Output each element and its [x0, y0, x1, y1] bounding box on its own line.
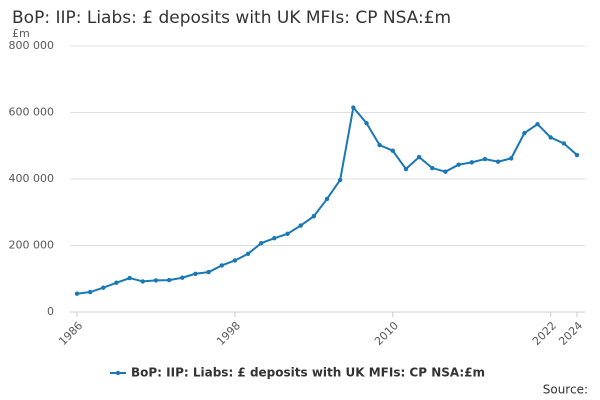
point — [548, 135, 553, 140]
point — [259, 240, 264, 246]
point — [219, 263, 224, 268]
point — [232, 258, 238, 263]
y-tick-label: 800 000 — [9, 39, 55, 52]
point — [561, 141, 567, 146]
point — [114, 280, 119, 285]
point — [403, 166, 409, 172]
point — [140, 279, 145, 284]
point — [193, 271, 198, 276]
x-tick-label: 2010 — [372, 319, 401, 348]
point — [522, 130, 527, 136]
source: Source: — [543, 383, 588, 397]
point — [74, 291, 80, 296]
point — [272, 235, 277, 241]
point — [87, 289, 93, 295]
legend-label: BoP: IIP: Liabs: £ deposits with UK MFIs… — [131, 366, 485, 380]
y-tick-label: 400 000 — [9, 172, 55, 185]
point — [574, 152, 580, 158]
x-tick-label: 2024 — [556, 319, 585, 348]
point — [495, 159, 501, 164]
point — [482, 156, 488, 162]
x-tick-label: 2022 — [530, 319, 559, 348]
point — [180, 275, 185, 280]
point — [377, 142, 382, 148]
point — [311, 214, 317, 219]
point — [456, 162, 461, 167]
point — [469, 160, 474, 165]
point — [101, 285, 106, 290]
y-tick-label: 600 000 — [9, 106, 55, 119]
point — [535, 121, 540, 127]
point — [285, 231, 290, 237]
point — [337, 177, 343, 183]
legend-marker — [115, 370, 121, 376]
point — [298, 223, 303, 228]
point — [153, 278, 159, 283]
chart-title: BoP: IIP: Liabs: £ deposits with UK MFIs… — [12, 8, 451, 28]
point — [245, 251, 251, 257]
point — [430, 165, 435, 171]
point — [324, 196, 330, 202]
point — [509, 156, 514, 161]
point — [166, 277, 172, 283]
point — [443, 169, 448, 174]
y-unit: £m — [12, 27, 30, 40]
point — [390, 148, 395, 153]
y-tick-label: 0 — [47, 305, 54, 318]
point — [206, 269, 211, 275]
point — [416, 154, 422, 160]
y-tick-label: 200 000 — [9, 239, 55, 252]
point — [351, 105, 356, 110]
x-tick-label: 1998 — [214, 319, 243, 348]
point — [364, 120, 369, 126]
x-tick-label: 1986 — [56, 319, 85, 348]
point — [127, 275, 132, 281]
